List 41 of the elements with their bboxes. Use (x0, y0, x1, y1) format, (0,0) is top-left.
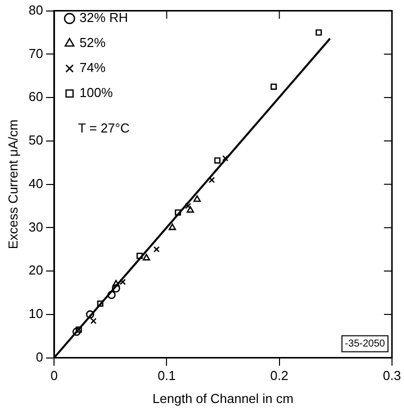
point (186, 206, 194, 213)
y-axis-title: Excess Current μA/cm (5, 120, 20, 250)
point (90, 318, 97, 324)
point (214, 157, 221, 164)
annotation: T = 27°C (78, 120, 130, 136)
legend-label: 100% (80, 85, 114, 100)
point (174, 209, 182, 216)
legend-label: 52% (80, 35, 106, 50)
x-tick-label: 0.2 (270, 368, 288, 384)
point (136, 252, 143, 259)
point (153, 246, 160, 252)
point (112, 284, 120, 293)
annotation: -35-2050 (344, 338, 386, 350)
y-tick-label: 80 (28, 2, 44, 18)
point (142, 254, 150, 260)
point (316, 29, 322, 36)
y-tick-label: 30 (28, 219, 44, 234)
point (208, 176, 215, 184)
x-tick-label: 0.3 (382, 368, 402, 384)
y-tick-label: 40 (28, 176, 44, 191)
x-tick-label: 0.1 (158, 368, 176, 384)
legend-label: 32% RH (80, 10, 128, 26)
y-tick-label: 0 (36, 349, 44, 364)
x-axis-title: Length of Channel in cm (152, 390, 294, 406)
point (72, 328, 81, 336)
legend-label: 74% (80, 60, 106, 76)
point (112, 280, 120, 286)
point (120, 278, 126, 286)
y-tick-label: 50 (28, 132, 44, 148)
point (193, 195, 201, 202)
point (168, 224, 176, 230)
y-tick-label: 10 (28, 306, 44, 322)
y-tick-label: 70 (28, 46, 44, 61)
x-tick-label: 0 (50, 368, 58, 384)
point (97, 300, 104, 307)
point (107, 290, 116, 300)
point (86, 310, 94, 319)
y-tick-label: 60 (28, 89, 44, 104)
y-tick-label: 20 (28, 262, 44, 278)
point (270, 84, 277, 90)
point (76, 326, 82, 333)
